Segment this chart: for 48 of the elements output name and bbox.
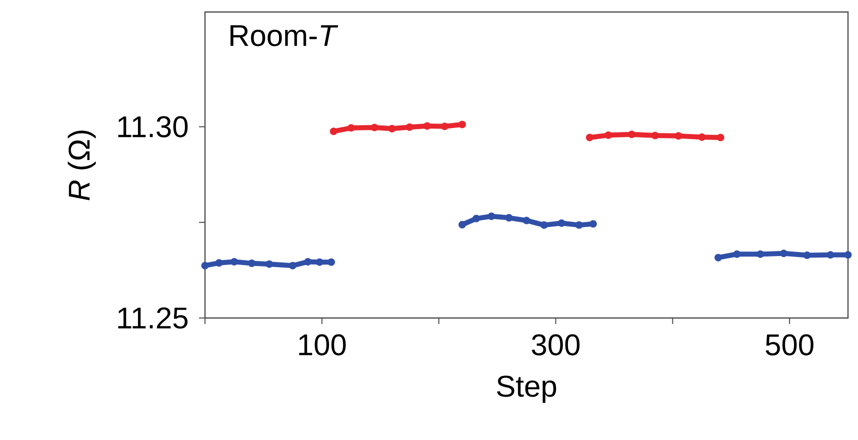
point	[780, 250, 788, 258]
x-tick-label: 500	[766, 334, 814, 356]
point	[440, 122, 448, 130]
y-axis-title: R (Ω)	[68, 130, 96, 200]
point	[248, 260, 256, 268]
point	[370, 124, 378, 132]
point	[716, 134, 724, 142]
point	[230, 258, 238, 266]
point	[316, 258, 324, 266]
point	[698, 133, 706, 141]
point	[522, 216, 530, 224]
point	[488, 212, 496, 220]
point	[288, 262, 296, 270]
point	[628, 130, 636, 138]
point	[674, 132, 682, 140]
x-tick-label: 300	[532, 334, 580, 356]
point	[304, 258, 312, 266]
point	[589, 220, 597, 228]
point	[201, 262, 209, 270]
x-tick-label: 100	[299, 334, 346, 356]
point	[472, 214, 480, 222]
point	[330, 128, 338, 136]
point	[215, 259, 223, 267]
point	[505, 214, 513, 222]
x-axis-title: Step	[497, 376, 556, 403]
annotation: Room-T	[230, 25, 338, 46]
point	[604, 131, 612, 139]
point	[540, 221, 548, 229]
y-tick-label: 11.30	[118, 116, 188, 138]
y-tick-label: 11.25	[118, 307, 188, 329]
point	[575, 221, 583, 229]
point	[826, 251, 834, 259]
point	[458, 220, 466, 228]
point	[458, 120, 466, 128]
point	[651, 132, 659, 140]
point	[388, 124, 396, 132]
point	[803, 252, 811, 260]
point	[328, 258, 336, 266]
point	[266, 260, 274, 268]
point	[733, 250, 741, 258]
point	[844, 251, 852, 259]
point	[756, 250, 764, 258]
point	[558, 219, 566, 227]
point	[423, 122, 431, 130]
point	[406, 123, 414, 131]
point	[586, 134, 594, 142]
point	[714, 254, 722, 262]
point	[347, 124, 355, 132]
